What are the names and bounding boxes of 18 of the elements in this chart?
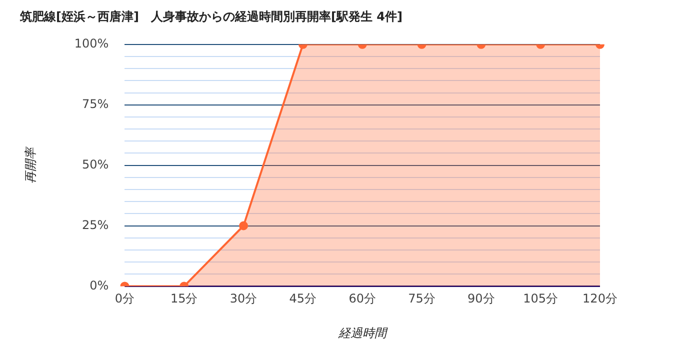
x-tick-label: 90分 — [468, 292, 495, 306]
x-axis-title: 経過時間 — [337, 326, 388, 340]
y-tick-label: 0% — [90, 278, 109, 292]
y-tick-label: 100% — [74, 36, 109, 51]
point — [239, 221, 248, 230]
x-tick-label: 45分 — [289, 292, 317, 306]
x-tick-label: 30分 — [230, 292, 258, 306]
x-tick-label: 60分 — [348, 292, 376, 306]
x-tick-label: 105分 — [523, 292, 558, 306]
y-tick-label: 50% — [82, 157, 109, 172]
x-tick-label: 120分 — [582, 292, 618, 306]
x-tick-label: 0分 — [114, 292, 135, 306]
x-tick-label: 75分 — [408, 292, 436, 306]
y-axis-title: 再開率 — [23, 145, 38, 184]
chart-title: 筑肥線[姪浜～西唐津] 人身事故からの経過時間別再開率[駅発生 4件] — [19, 9, 402, 24]
y-tick-label: 25% — [82, 218, 109, 232]
x-tick-label: 15分 — [170, 292, 198, 306]
y-tick-label: 75% — [82, 96, 109, 111]
